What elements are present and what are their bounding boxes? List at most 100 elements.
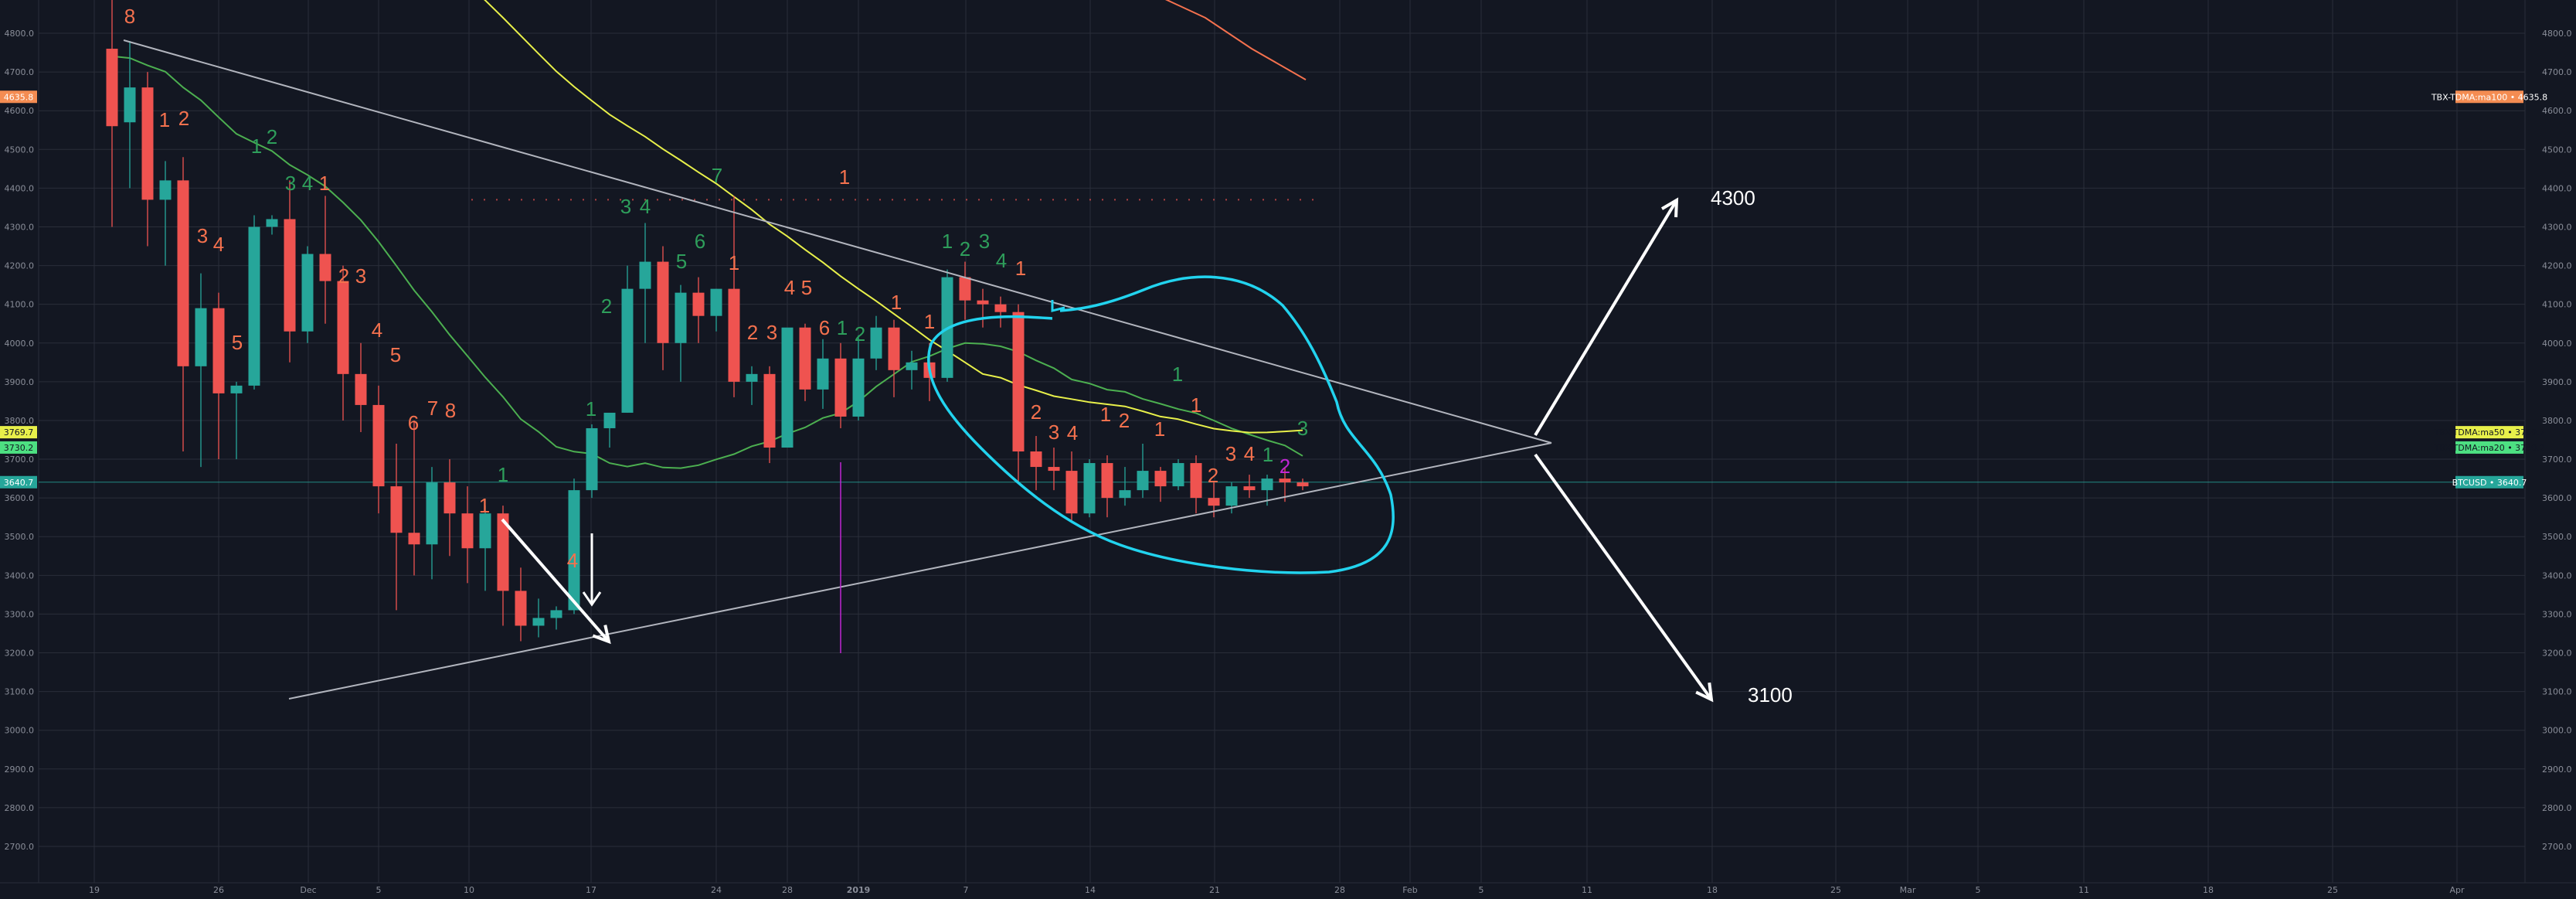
candle[interactable] xyxy=(1172,459,1184,491)
sequence-count: 5 xyxy=(232,331,243,354)
candle[interactable] xyxy=(1083,459,1096,518)
y-tick-label-right: 3200.0 xyxy=(2542,649,2572,659)
candle-body xyxy=(852,358,865,417)
cyan-highlight-loop xyxy=(927,275,1395,574)
candle[interactable] xyxy=(888,319,900,397)
candle[interactable] xyxy=(657,246,669,370)
candle[interactable] xyxy=(159,161,172,266)
candle[interactable] xyxy=(1137,444,1149,499)
candle[interactable] xyxy=(1065,451,1078,522)
y-tick-label-left: 4200.0 xyxy=(5,261,35,271)
x-tick-label: 25 xyxy=(2327,885,2338,895)
candle[interactable] xyxy=(141,72,154,247)
candle[interactable] xyxy=(337,265,349,421)
candle-body xyxy=(568,490,580,611)
candle[interactable] xyxy=(586,424,598,499)
x-tick-label: 17 xyxy=(586,885,596,895)
y-tick-label-right: 2800.0 xyxy=(2542,803,2572,813)
price-tag-right-label: BTCUSD • 3640.7 xyxy=(2452,478,2527,488)
candle[interactable] xyxy=(1243,475,1256,499)
candle-body xyxy=(230,385,243,393)
candle[interactable] xyxy=(106,0,118,227)
candle-body xyxy=(1172,463,1184,487)
candle[interactable] xyxy=(1030,435,1042,491)
candle[interactable] xyxy=(248,215,260,390)
candle[interactable] xyxy=(692,277,705,343)
candle[interactable] xyxy=(763,366,776,464)
candle[interactable] xyxy=(994,296,1007,328)
candle[interactable] xyxy=(977,288,989,328)
candle[interactable] xyxy=(639,223,651,343)
candle[interactable] xyxy=(408,420,420,576)
candle-body xyxy=(817,358,829,390)
candle[interactable] xyxy=(1048,448,1060,491)
candle[interactable] xyxy=(906,350,918,390)
candles[interactable] xyxy=(106,0,1309,642)
candle[interactable] xyxy=(532,598,545,638)
candle[interactable] xyxy=(834,342,847,428)
price-tag-left-box xyxy=(0,90,37,104)
candle-body xyxy=(515,591,527,626)
x-tick-label: 18 xyxy=(2203,885,2214,895)
candle-body xyxy=(461,513,474,549)
candle[interactable] xyxy=(443,459,456,557)
sequence-count: 2 xyxy=(1280,455,1290,478)
candle[interactable] xyxy=(728,196,740,397)
candle[interactable] xyxy=(550,606,562,630)
candle[interactable] xyxy=(870,315,882,370)
candle[interactable] xyxy=(603,412,616,448)
candle[interactable] xyxy=(1190,455,1202,514)
candle[interactable] xyxy=(301,246,314,343)
y-axis: 2700.0 2700.0 2800.0 2800.0 2900.0 2900.0 3000… xyxy=(5,29,2572,852)
x-tick-label: 28 xyxy=(782,885,793,895)
candle[interactable] xyxy=(195,273,207,468)
candle[interactable] xyxy=(426,467,438,580)
candle[interactable] xyxy=(1154,467,1167,502)
candle[interactable] xyxy=(817,339,829,409)
ma100-line xyxy=(1164,0,1307,80)
candle-body xyxy=(1119,490,1131,499)
candle[interactable] xyxy=(355,342,367,432)
y-tick-label-right: 3100.0 xyxy=(2542,687,2572,697)
candle[interactable] xyxy=(515,567,527,642)
candle-body xyxy=(906,362,918,370)
candle-body xyxy=(426,482,438,545)
candle[interactable] xyxy=(461,486,474,584)
candle-body xyxy=(728,288,740,382)
candle[interactable] xyxy=(959,261,971,320)
candle[interactable] xyxy=(124,41,136,189)
candle[interactable] xyxy=(212,292,225,460)
candle[interactable] xyxy=(1101,455,1113,518)
candle[interactable] xyxy=(675,284,687,382)
price-tag-right-label: TBX-TDMA:ma50 • 3769.7 xyxy=(2433,427,2544,438)
candle[interactable] xyxy=(497,506,509,626)
candle[interactable] xyxy=(746,366,758,405)
candle[interactable] xyxy=(852,335,865,421)
candle[interactable] xyxy=(1012,304,1025,483)
y-tick-label-right: 3300.0 xyxy=(2542,609,2572,619)
candle[interactable] xyxy=(230,381,243,460)
candle[interactable] xyxy=(284,180,296,363)
candle[interactable] xyxy=(390,444,403,611)
candle[interactable] xyxy=(266,215,278,235)
y-tick-label-right: 3800.0 xyxy=(2542,416,2572,426)
candle[interactable] xyxy=(1119,467,1131,506)
candle[interactable] xyxy=(1279,467,1291,502)
sequence-count: 2 xyxy=(960,237,970,261)
candle[interactable] xyxy=(568,478,580,615)
sequence-count: 5 xyxy=(390,343,401,366)
candle[interactable] xyxy=(372,385,385,514)
candle[interactable] xyxy=(177,157,189,452)
candle-body xyxy=(603,412,616,428)
candle[interactable] xyxy=(799,323,811,401)
candle[interactable] xyxy=(319,196,331,324)
candle[interactable] xyxy=(781,327,794,448)
price-tag-left-value: 3640.7 xyxy=(4,478,34,488)
candle[interactable] xyxy=(479,506,491,591)
candle[interactable] xyxy=(710,288,722,332)
y-tick-label-right: 4700.0 xyxy=(2542,67,2572,77)
candle[interactable] xyxy=(621,265,634,413)
y-tick-label-right: 4000.0 xyxy=(2542,339,2572,349)
candle[interactable] xyxy=(1296,478,1309,491)
